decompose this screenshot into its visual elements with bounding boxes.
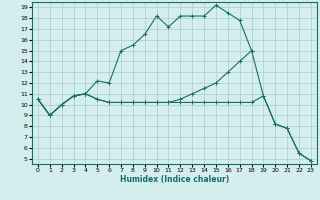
X-axis label: Humidex (Indice chaleur): Humidex (Indice chaleur) bbox=[120, 175, 229, 184]
